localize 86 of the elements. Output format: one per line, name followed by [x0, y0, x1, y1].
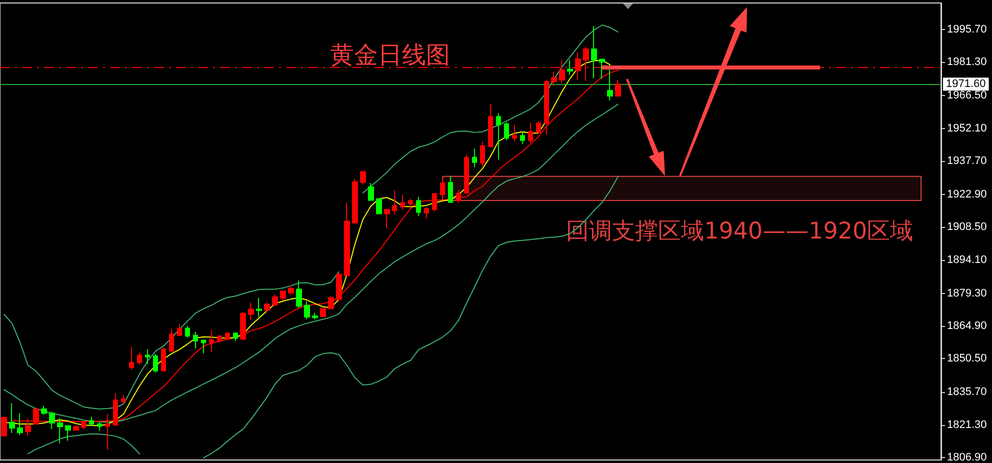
candlestick: [607, 64, 613, 101]
candlestick: [17, 412, 23, 436]
candlestick: [551, 71, 557, 86]
candlestick: [240, 311, 246, 340]
candlestick: [472, 148, 477, 168]
candlestick: [1, 416, 7, 438]
y-tick-label: 1966.50: [947, 90, 987, 102]
y-tick-label: 1879.30: [947, 287, 987, 300]
candlestick: [591, 26, 597, 79]
candlestick: [248, 302, 254, 320]
candlestick: [217, 334, 222, 342]
candlestick: [288, 284, 294, 296]
candlestick: [536, 121, 541, 134]
candlestick: [9, 402, 15, 434]
candlestick: [400, 194, 405, 210]
candlestick: [73, 425, 79, 432]
candlestick: [169, 328, 174, 352]
candlestick: [544, 79, 549, 136]
candlestick: [320, 308, 326, 318]
candlestick: [615, 79, 621, 98]
candlestick: [272, 294, 278, 307]
candlestick: [496, 112, 501, 160]
candlestick: [376, 198, 382, 215]
candlestick: [137, 352, 142, 366]
candlestick: [57, 418, 63, 444]
candlestick: [480, 141, 485, 167]
candlestick: [432, 192, 437, 212]
y-tick-label: 1937.70: [947, 155, 987, 167]
candlestick: [225, 332, 230, 339]
candlestick: [49, 411, 55, 430]
candlestick: [464, 154, 469, 194]
candlestick: [504, 122, 509, 141]
y-tick-label: 1806.90: [947, 452, 987, 463]
candlestick: [520, 131, 525, 144]
candlestick: [424, 206, 429, 220]
candlestick: [392, 190, 397, 215]
candlestick: [408, 198, 413, 208]
candlestick: [256, 297, 262, 318]
y-tick-label: 1894.10: [947, 254, 987, 266]
candlestick: [416, 196, 421, 217]
candlestick: [193, 331, 198, 349]
y-tick-label: 1995.70: [947, 24, 987, 36]
candlestick: [352, 178, 358, 224]
candlestick: [121, 394, 126, 405]
y-tick-label: 1850.50: [947, 352, 987, 365]
candlestick: [328, 296, 334, 310]
candlestick: [65, 424, 71, 442]
y-tick-label: 1908.50: [947, 221, 987, 234]
y-tick-label: 1821.30: [947, 418, 987, 431]
candlestick: [209, 330, 214, 352]
candlestick: [129, 346, 134, 370]
candlestick: [528, 122, 533, 144]
candlestick: [201, 340, 206, 354]
candlestick: [336, 272, 342, 304]
candlestick: [177, 324, 182, 336]
candlestick: [344, 202, 350, 277]
candlestick: [233, 332, 238, 342]
candlestick: [599, 58, 605, 80]
candlestick: [567, 59, 573, 76]
candlestick: [312, 312, 318, 320]
candlestick: [89, 416, 94, 426]
candlestick: [153, 354, 158, 373]
candlestick: [161, 347, 166, 372]
y-tick-label: 1835.70: [947, 386, 987, 398]
candlestick: [368, 182, 374, 202]
candlestick: [41, 405, 47, 416]
y-tick-label: 1864.90: [947, 320, 987, 332]
candlestick: [512, 124, 517, 142]
y-tick-label: 1981.30: [947, 56, 987, 68]
candlestick: [456, 189, 461, 204]
y-tick-label: 1952.10: [947, 122, 987, 134]
candlestick: [296, 280, 302, 308]
candlestick: [304, 300, 310, 320]
candlestick: [185, 326, 190, 338]
text: 黄金日线图: [330, 41, 450, 69]
ref-line-label: 1971.60: [946, 78, 986, 90]
candlestick: [384, 208, 390, 230]
candlestick: [440, 179, 445, 198]
candlestick: [280, 290, 286, 302]
candlestick: [264, 302, 270, 314]
candlestick: [97, 422, 102, 432]
candlestick: [360, 171, 366, 186]
candlestick: [145, 348, 150, 365]
candlestick: [448, 175, 453, 204]
candlestick: [488, 103, 493, 148]
y-tick-label: 1922.90: [947, 188, 987, 201]
